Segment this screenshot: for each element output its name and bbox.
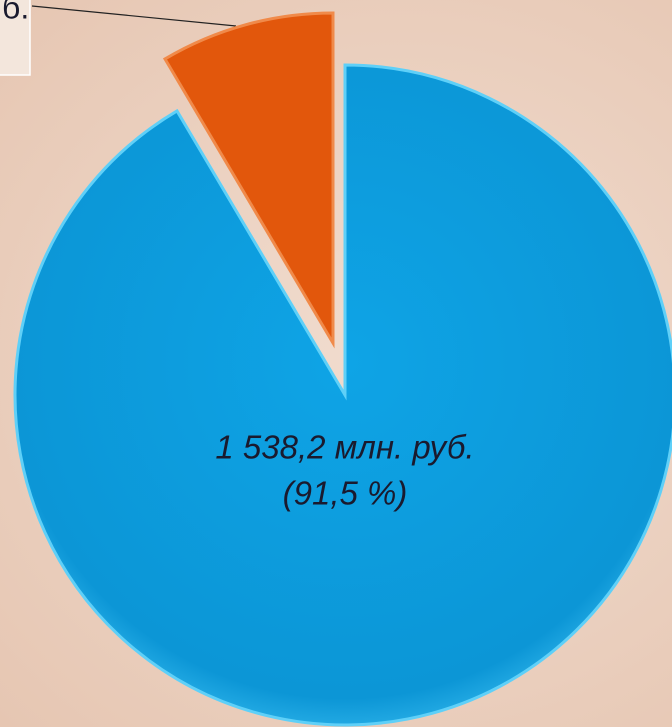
pie-slice bbox=[162, 11, 335, 349]
pie-slice bbox=[13, 63, 672, 727]
leader-line bbox=[31, 5, 237, 27]
slice-value-label: (91,5 %) bbox=[283, 475, 408, 512]
slice-label: б. bbox=[2, 0, 29, 25]
label-box bbox=[0, 0, 31, 76]
slice-label: 1 538,2 млн. руб. bbox=[215, 429, 474, 466]
